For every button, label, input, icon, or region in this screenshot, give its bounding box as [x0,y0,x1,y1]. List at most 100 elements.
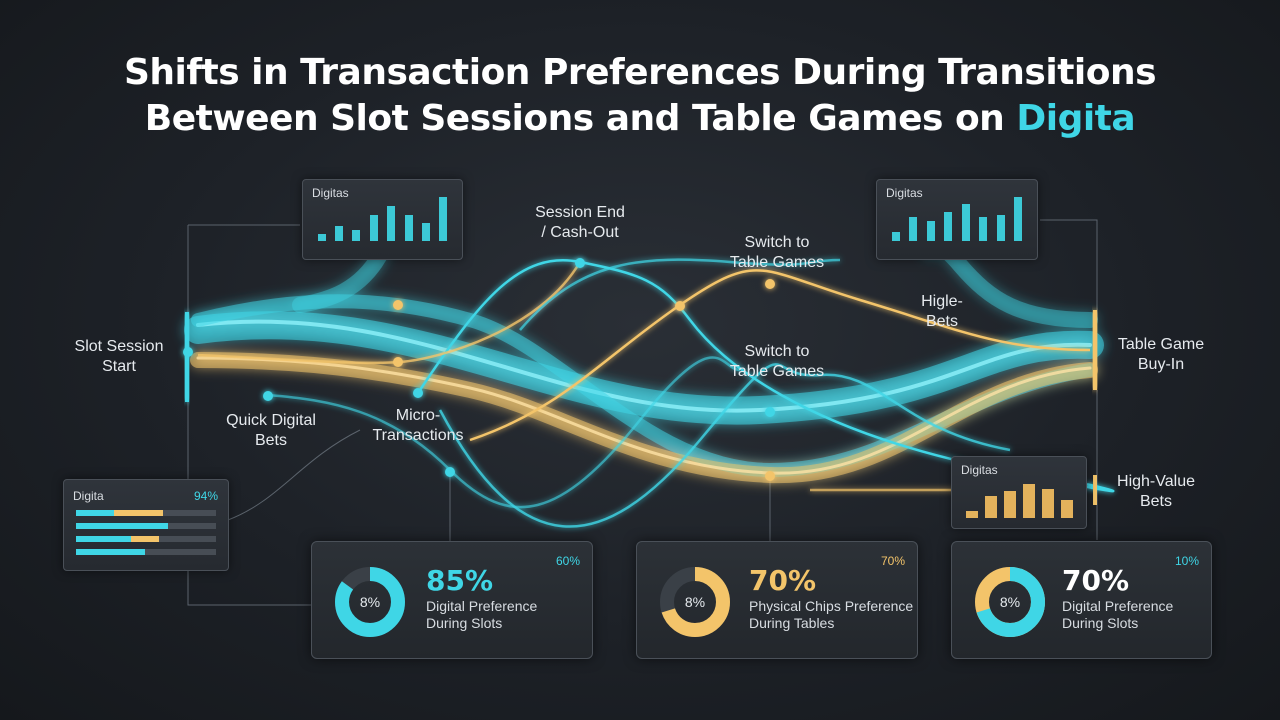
list-bar-teal [76,510,114,516]
node-switch-mid [765,407,775,417]
mini-bar [421,223,430,241]
left-mini-bars [313,197,452,241]
label-micro-transactions: Micro- Transactions [372,407,464,444]
mini-bar [961,204,970,241]
start-bar [185,312,189,402]
node-upper-left [393,300,403,310]
node-slot-start [183,347,193,357]
title-line-2-main: Between Slot Sessions and Table Games on [144,98,1017,139]
mini-bar [979,217,988,241]
stat-desc-1-line2: During Slots [426,615,503,631]
list-bar-gold [76,510,163,516]
donut-label-3: 8% [999,594,1021,610]
left-chart-title: Digitas [312,186,349,200]
mini-bar [335,226,344,241]
title-accent: Digita [1016,98,1136,139]
mini-bar [1022,484,1035,518]
left-axis-ticks [313,245,452,253]
title-line-1: Shifts in Transaction Preferences During… [123,52,1157,93]
stat-corner-3: 10% [1174,554,1199,568]
mini-bar [984,496,997,518]
node-gold-mid [675,301,685,311]
list-bar-track [76,510,216,516]
donut-chart-3 [975,567,1045,637]
end-bar-top [1093,310,1097,390]
end-bar-bottom [1093,475,1097,505]
donut-chart-1 [335,567,405,637]
mini-bar [965,511,978,518]
mini-bar [404,215,413,241]
list-bar-teal [76,523,169,529]
list-bar-teal [76,549,145,555]
connector-lines [187,219,1098,606]
stat-value-3: 70% [1062,564,1130,597]
mini-bar [891,232,900,241]
label-switch-top: Switch to Table Games [729,234,825,271]
mini-bar [1060,500,1073,518]
stat-corner-1: 60% [555,554,580,568]
label-switch-mid: Switch to Table Games [729,343,825,380]
right-mini-bars [887,197,1027,241]
mini-bar [352,230,361,241]
line-session-end [418,259,1115,493]
flow-to-left-chart [292,247,388,313]
line-teal-lower [438,363,1011,528]
mini-bar [996,215,1005,241]
node-mid-left [393,357,403,367]
list-bar-track [76,536,216,542]
stat-desc-1-line1: Digital Preference [426,598,538,614]
stat-corner-2: 70% [880,554,905,568]
mini-bar [909,217,918,241]
line-switch-top [519,258,841,331]
mini-bar [944,212,953,241]
left-list-panel: Digita 94% [63,479,229,571]
node-session-end [575,258,585,268]
left-list-percent: 94% [193,489,218,503]
stat-desc-2-line2: During Tables [749,615,835,631]
flow-core-gold [196,356,1092,475]
stat-card-2: 8% 70% Physical Chips Preference During … [636,541,918,659]
list-bar-teal [76,536,131,542]
mini-bar [387,206,396,241]
right-chart-title: Digitas [886,186,923,200]
label-slot-session-start: Slot Session Start [74,338,164,375]
line-micro-gold [469,269,1091,442]
flow-band-gold [190,352,1098,484]
node-quick-bets [263,391,273,401]
donut-chart-2 [660,567,730,637]
page-title: Shifts in Transaction Preferences During… [0,50,1280,142]
left-list-title: Digita [73,489,104,503]
right-axis-ticks [887,245,1027,253]
node-micro [413,388,423,398]
mini-bar [317,234,326,241]
mini-bar [439,197,448,241]
mini-bar [926,221,935,241]
node-lower-left [445,467,455,477]
title-line-2: Between Slot Sessions and Table Games on… [0,96,1280,142]
label-table-buy-in: Table Game Buy-In [1117,336,1205,373]
left-chart-panel: Digitas [302,179,463,260]
mini-bar [1014,197,1023,241]
node-switch-top [765,279,775,289]
label-higle-bets: Higle- Bets [921,293,963,330]
mini-bar [369,215,378,241]
mini-bar [1041,489,1054,518]
stat-value-2: 70% [749,564,817,597]
mini-bar [1003,491,1016,518]
stat-value-1: 85% [426,564,494,597]
label-high-value-bets: High-Value Bets [1117,473,1195,510]
right-chart-panel: Digitas [876,179,1038,260]
list-bar-track [76,523,216,529]
right-small-chart-title: Digitas [961,463,998,477]
stat-desc-2-line1: Physical Chips Preference [749,598,914,614]
stat-card-3: 8% 70% Digital Preference During Slots 1… [951,541,1212,659]
line-quick-bets [267,356,741,509]
stat-desc-3-line2: During Slots [1062,615,1139,631]
label-session-end: Session End / Cash-Out [535,204,625,241]
label-quick-digital-bets: Quick Digital Bets [226,412,316,449]
stat-card-1: 8% 85% Digital Preference During Slots 6… [311,541,593,659]
donut-label-1: 8% [359,594,381,610]
stat-desc-3-line1: Digital Preference [1062,598,1174,614]
small-gold-bars [962,482,1076,518]
list-bar-track [76,549,216,555]
